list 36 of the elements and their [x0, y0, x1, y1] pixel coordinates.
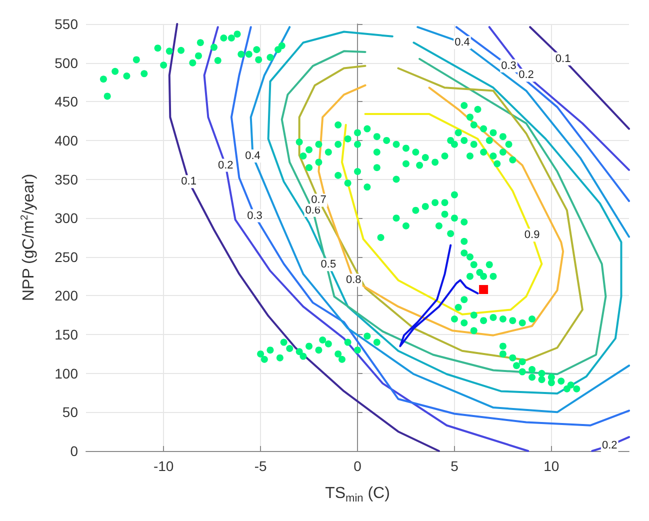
y-tick-label: 100 — [54, 365, 78, 382]
x-tick-label: 0 — [354, 458, 362, 474]
text: 0.1 — [181, 176, 196, 188]
y-tick-label: 350 — [54, 171, 78, 188]
x-tick-label: 10 — [544, 458, 560, 474]
text: 0.2 — [518, 69, 534, 82]
y-tick-label: 150 — [54, 326, 78, 343]
series-label: 0.2 — [602, 440, 618, 452]
y-tick-label: 550 — [54, 16, 78, 32]
y-tick-label: 450 — [54, 94, 78, 110]
text: 0.4 — [245, 150, 260, 162]
line-series — [399, 244, 479, 348]
y-tick-label: 400 — [54, 132, 78, 148]
text: 0.3 — [247, 210, 262, 222]
y-tick-label: 50 — [62, 404, 78, 420]
y-tick-label: 500 — [54, 54, 78, 71]
x-tick-label: -10 — [153, 458, 174, 474]
line-series — [340, 113, 543, 316]
line-series — [280, 50, 607, 376]
series-label: 0.9 — [524, 229, 540, 242]
series-label: 0.8 — [346, 274, 362, 286]
y-tick-label: 250 — [54, 248, 78, 265]
text: 0.2 — [218, 159, 234, 172]
series-label: 0.7 — [311, 194, 326, 206]
series-label: 0.6 — [305, 204, 321, 216]
series-label: 0.1 — [555, 52, 571, 65]
x-tick-label: -5 — [254, 458, 267, 474]
x-tick-label: 5 — [450, 458, 459, 474]
y-tick-label: 200 — [54, 288, 78, 304]
series-label: 0.4 — [454, 36, 470, 49]
y-axis-title: NPP (gC/m2/year) — [20, 174, 38, 302]
point — [479, 285, 488, 294]
series-label: 0.3 — [501, 60, 516, 72]
y-tick-label: 300 — [54, 210, 78, 226]
series-label: 0.5 — [320, 258, 336, 271]
y-tick-label: 0 — [70, 443, 78, 459]
